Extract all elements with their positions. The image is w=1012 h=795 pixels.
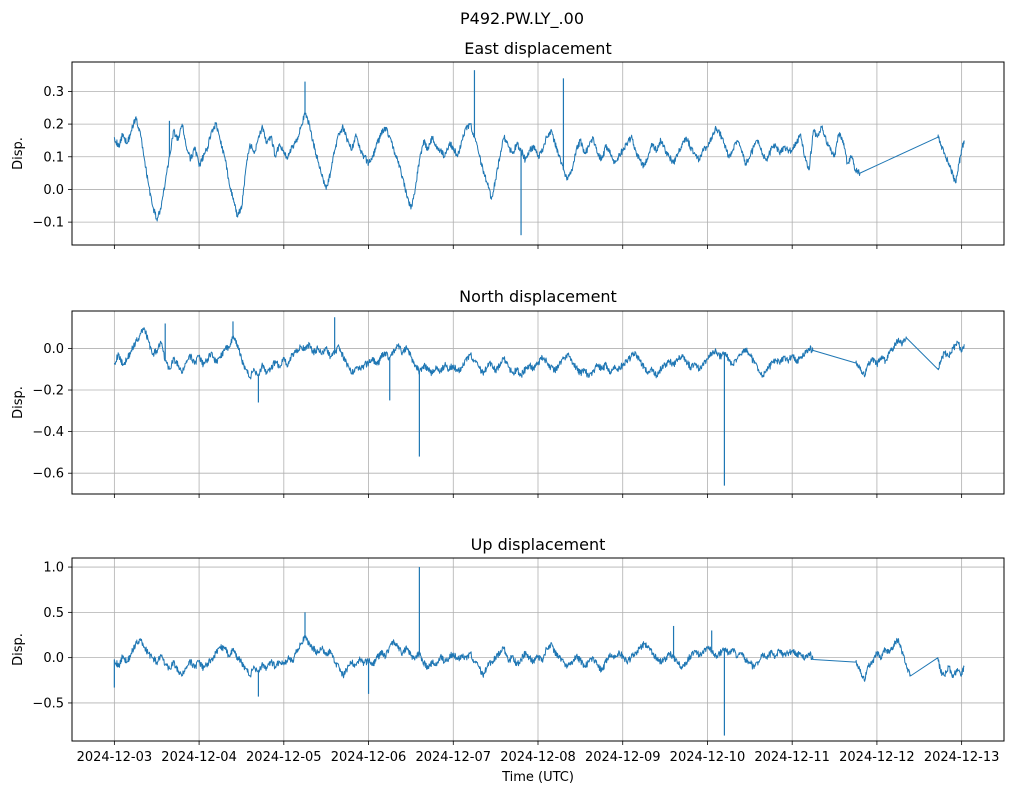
east-y-tick-label: 0.3 — [43, 85, 64, 100]
up-series — [113, 567, 965, 736]
east-y-tick-label: 0.1 — [43, 150, 64, 165]
north-y-tick-label: −0.2 — [32, 384, 64, 399]
x-tick-label: 2024-12-03 — [77, 750, 153, 765]
x-tick-label: 2024-12-04 — [161, 750, 237, 765]
x-tick-label: 2024-12-07 — [415, 750, 491, 765]
x-tick-label: 2024-12-06 — [331, 750, 407, 765]
up-ticks: 2024-12-03 2024-12-04 2024-12-05 2024-12-06… — [32, 561, 999, 765]
north-y-tick-label: −0.4 — [32, 425, 64, 440]
east-ticks: −0.1 0.0 0.1 0.2 0.3 — [32, 85, 963, 249]
north-y-axis-label: Disp. — [11, 386, 26, 419]
east-displacement-line — [113, 112, 965, 222]
x-tick-label: 2024-12-13 — [924, 750, 1000, 765]
north-displacement-line — [113, 327, 965, 380]
up-y-tick-label: 1.0 — [43, 561, 64, 576]
x-tick-label: 2024-12-10 — [670, 750, 746, 765]
up-grid — [72, 558, 1004, 741]
up-panel-title: Up displacement — [471, 535, 606, 554]
x-tick-label: 2024-12-09 — [585, 750, 661, 765]
east-y-tick-label: 0.2 — [43, 118, 64, 133]
figure-suptitle: P492.PW.LY_.00 — [460, 9, 584, 29]
up-displacement-line — [113, 635, 965, 682]
up-displacement-panel: 2024-12-03 2024-12-04 2024-12-05 2024-12-06… — [11, 535, 1005, 765]
up-y-tick-label: 0.5 — [43, 606, 64, 621]
north-ticks: −0.6 −0.4 −0.2 0.0 — [32, 342, 963, 498]
north-series — [113, 317, 965, 486]
east-panel-title: East displacement — [464, 39, 611, 58]
east-y-tick-label: 0.0 — [43, 183, 64, 198]
east-y-axis-label: Disp. — [11, 137, 26, 170]
up-y-axis-label: Disp. — [11, 633, 26, 666]
up-y-tick-label: 0.0 — [43, 651, 64, 666]
east-y-tick-label: −0.1 — [32, 216, 64, 231]
north-displacement-panel: −0.6 −0.4 −0.2 0.0 North displacement Disp. — [11, 287, 1005, 498]
east-displacement-panel: −0.1 0.0 0.1 0.2 0.3 East displacement Disp. — [11, 39, 1005, 249]
x-tick-label: 2024-12-08 — [500, 750, 576, 765]
x-tick-label: 2024-12-11 — [754, 750, 830, 765]
x-tick-label: 2024-12-12 — [839, 750, 915, 765]
north-panel-title: North displacement — [459, 287, 617, 306]
north-y-tick-label: −0.6 — [32, 467, 64, 482]
x-axis-label: Time (UTC) — [501, 770, 574, 785]
east-series — [113, 70, 965, 236]
x-tick-label: 2024-12-05 — [246, 750, 322, 765]
up-y-tick-label: −0.5 — [32, 696, 64, 711]
north-y-tick-label: 0.0 — [43, 342, 64, 357]
